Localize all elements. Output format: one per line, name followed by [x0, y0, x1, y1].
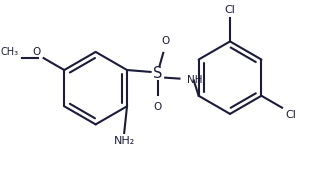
Text: O: O — [161, 36, 169, 46]
Text: CH₃: CH₃ — [1, 47, 19, 57]
Text: Cl: Cl — [225, 5, 236, 15]
Text: O: O — [153, 101, 162, 112]
Text: O: O — [32, 47, 41, 57]
Text: S: S — [153, 66, 162, 81]
Text: NH: NH — [187, 75, 203, 85]
Text: Cl: Cl — [285, 110, 296, 120]
Text: NH₂: NH₂ — [114, 136, 135, 146]
